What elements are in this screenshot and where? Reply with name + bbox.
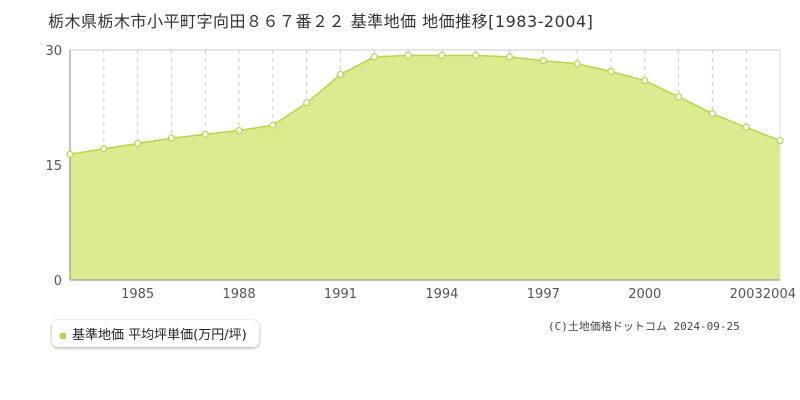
data-point (674, 93, 683, 101)
x-tick-label: 1994 (425, 287, 458, 302)
x-tick-label: 1997 (527, 287, 560, 302)
series-area (70, 55, 780, 281)
legend: 基準地価 平均坪単価(万円/坪) (52, 320, 259, 347)
page-title: 栃木県栃木市小平町字向田８６７番２２ 基準地価 地価推移[1983-2004] (48, 12, 594, 31)
data-point (438, 51, 446, 59)
series-markers (66, 51, 784, 158)
x-tick-label: 2004 (763, 287, 796, 302)
y-tick-labels: 0 15 30 (45, 44, 62, 289)
data-point (235, 126, 243, 135)
x-tick-label: 2000 (628, 287, 661, 302)
x-tick-label: 2003 (730, 287, 763, 302)
data-point (573, 60, 581, 68)
axes (69, 50, 781, 281)
data-point (100, 145, 108, 153)
data-point (66, 150, 74, 158)
data-point (269, 121, 277, 129)
data-point (776, 136, 784, 145)
data-point (742, 123, 750, 132)
series-line (69, 54, 781, 156)
data-point (641, 77, 649, 85)
x-tick-label: 1985 (121, 287, 154, 302)
data-point (505, 53, 514, 61)
data-point (708, 110, 716, 118)
x-tick-label: 1988 (223, 287, 256, 302)
y-tick-label: 0 (54, 274, 62, 289)
legend-swatch (60, 332, 66, 339)
x-tick-label: 1991 (324, 287, 357, 302)
y-tick-label: 15 (45, 159, 62, 174)
data-point (472, 51, 480, 59)
legend-label: 基準地価 平均坪単価(万円/坪) (72, 328, 247, 343)
data-point (370, 53, 378, 61)
data-point (607, 67, 615, 76)
data-point (134, 139, 142, 148)
data-point (404, 51, 412, 59)
data-point (539, 57, 547, 65)
data-point (303, 99, 311, 107)
credit-text: (C)土地価格ドットコム 2024-09-25 (548, 320, 740, 333)
x-tick-labels: 1985 1988 1991 1994 1997 2000 2003 2004 (121, 287, 796, 302)
data-point (167, 134, 176, 142)
y-tick-label: 30 (45, 44, 62, 59)
data-point (336, 70, 345, 79)
data-point (201, 130, 209, 138)
